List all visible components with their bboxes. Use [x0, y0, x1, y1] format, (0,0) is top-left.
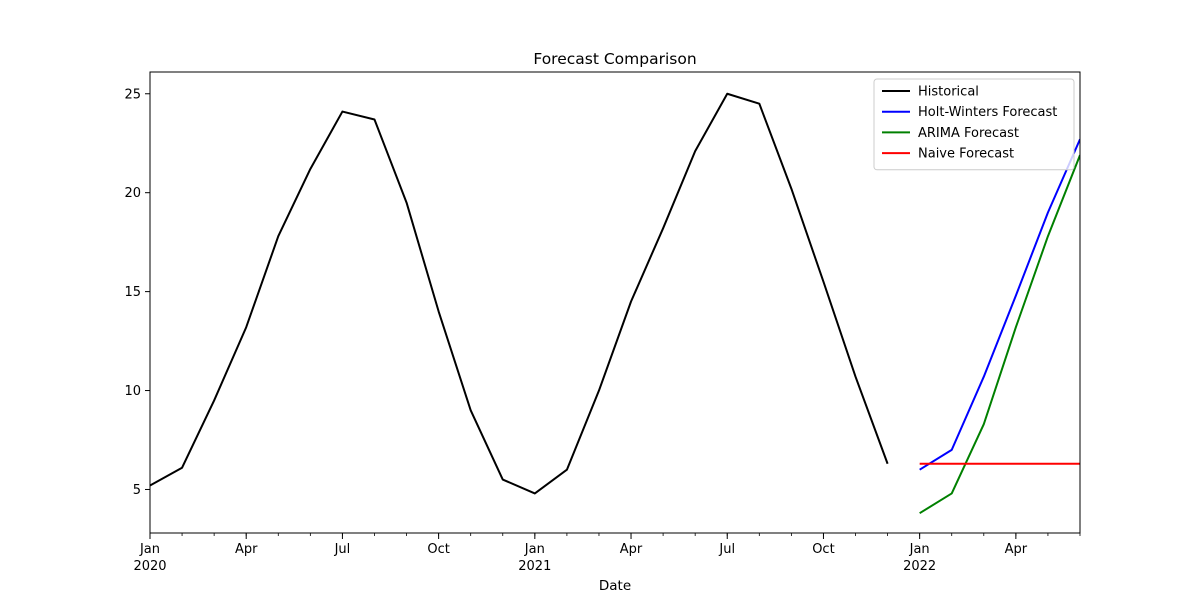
x-axis: Jan 2020 Apr Jul Oct Jan 2021 Apr Jul Oct Jan 2022 A… [133, 533, 1081, 574]
x-tick-label: Jul [718, 542, 735, 557]
x-tick-label: Jul [334, 542, 351, 557]
y-tick-label: 25 [124, 87, 141, 102]
y-tick-label: 15 [124, 285, 141, 300]
legend-label: Holt-Winters Forecast [918, 105, 1057, 120]
series-line-holt-winters-forecast [919, 138, 1080, 471]
x-tick-label: Apr [620, 542, 643, 557]
x-tick-year-label: 2022 [903, 559, 936, 574]
series-line-arima-forecast [919, 154, 1080, 515]
y-tick-label: 5 [133, 483, 141, 498]
legend-box [873, 78, 1075, 171]
legend-label: Naive Forecast [918, 147, 1014, 162]
plot-frame [149, 71, 1081, 534]
x-tick-year-label: 2020 [133, 559, 166, 574]
legend-label: Historical [918, 85, 979, 100]
x-tick-label: Jan [139, 542, 160, 557]
plot-lines [150, 92, 1080, 515]
y-tick-label: 10 [124, 384, 141, 399]
x-tick-label: Apr [235, 542, 258, 557]
x-axis-label: Date [599, 578, 631, 594]
chart-title: Forecast Comparison [533, 50, 696, 68]
x-tick-label: Jan [909, 542, 930, 557]
x-tick-label: Apr [1005, 542, 1028, 557]
y-axis: 5 10 15 20 25 [124, 87, 150, 498]
series-line-historical [150, 92, 889, 495]
x-tick-label: Jan [524, 542, 545, 557]
x-tick-label: Oct [427, 542, 449, 557]
legend-label: ARIMA Forecast [918, 126, 1019, 141]
y-tick-label: 20 [124, 186, 141, 201]
x-tick-year-label: 2021 [518, 559, 551, 574]
legend: Historical Holt-Winters Forecast ARIMA For… [873, 78, 1075, 171]
x-tick-label: Oct [812, 542, 834, 557]
